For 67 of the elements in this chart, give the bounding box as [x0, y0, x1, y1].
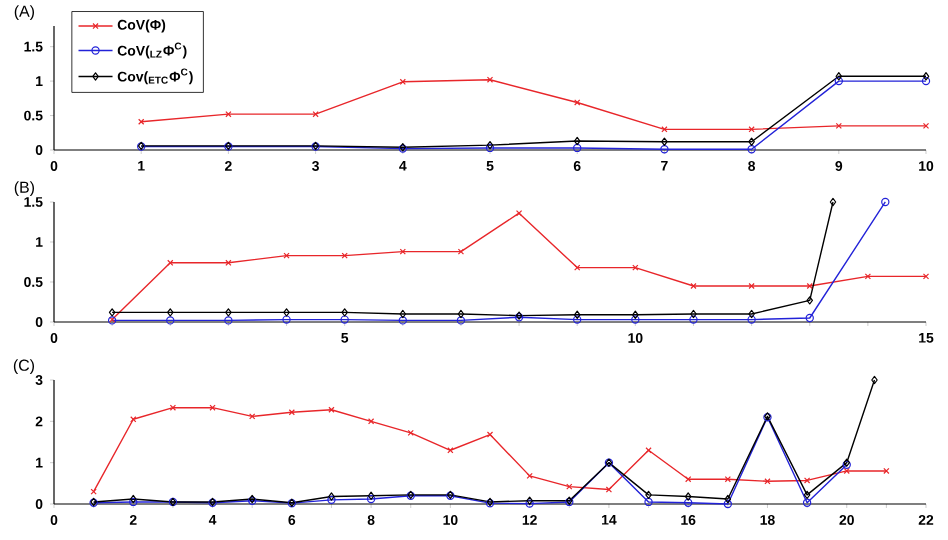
point: [748, 137, 755, 146]
point: [843, 467, 850, 475]
point: [225, 259, 232, 266]
point: [282, 315, 291, 324]
point: [661, 137, 668, 146]
point: [399, 309, 407, 319]
point: [632, 310, 639, 319]
point: [747, 315, 756, 324]
point: [457, 248, 465, 255]
point: [835, 122, 842, 130]
point: [566, 483, 573, 490]
point: [515, 210, 523, 217]
point: [209, 404, 216, 411]
point: [689, 315, 698, 324]
point: [328, 406, 335, 413]
point: [747, 145, 756, 154]
point: [835, 72, 843, 81]
point: [573, 136, 581, 146]
point: [690, 309, 697, 319]
point: [399, 248, 406, 255]
point: [574, 264, 581, 271]
point: [660, 145, 669, 154]
point: [573, 315, 582, 324]
point: [367, 418, 375, 425]
point: [645, 490, 652, 500]
point: [631, 315, 640, 324]
point: [447, 447, 454, 454]
point: [764, 478, 771, 485]
point: [802, 498, 812, 507]
point: [166, 308, 174, 317]
point: [690, 282, 697, 290]
point: [805, 313, 814, 323]
point: [806, 296, 814, 305]
point: [724, 494, 732, 504]
point: [456, 316, 466, 325]
point: [748, 309, 755, 319]
point: [526, 472, 533, 480]
point: [644, 497, 653, 507]
point: [684, 492, 692, 501]
point: [573, 310, 581, 319]
point: [723, 499, 733, 509]
point: [225, 111, 232, 118]
point: [457, 309, 465, 319]
point: [312, 111, 319, 118]
point: [224, 316, 233, 325]
point: [249, 413, 256, 420]
point: [225, 308, 232, 317]
point: [806, 282, 813, 290]
point: [748, 282, 755, 290]
point: [283, 308, 290, 317]
point: [486, 431, 494, 438]
point: [166, 316, 175, 325]
point: [398, 316, 407, 325]
point: [169, 404, 177, 411]
point: [574, 99, 581, 106]
point: [803, 477, 811, 484]
point: [407, 429, 414, 437]
point: [864, 273, 872, 280]
point: [684, 498, 693, 507]
point: [486, 76, 494, 83]
point: [834, 76, 843, 86]
point: [645, 447, 652, 454]
point: [340, 315, 349, 324]
point: [573, 143, 582, 153]
point: [341, 308, 348, 317]
point: [605, 486, 613, 493]
point: [803, 490, 811, 500]
